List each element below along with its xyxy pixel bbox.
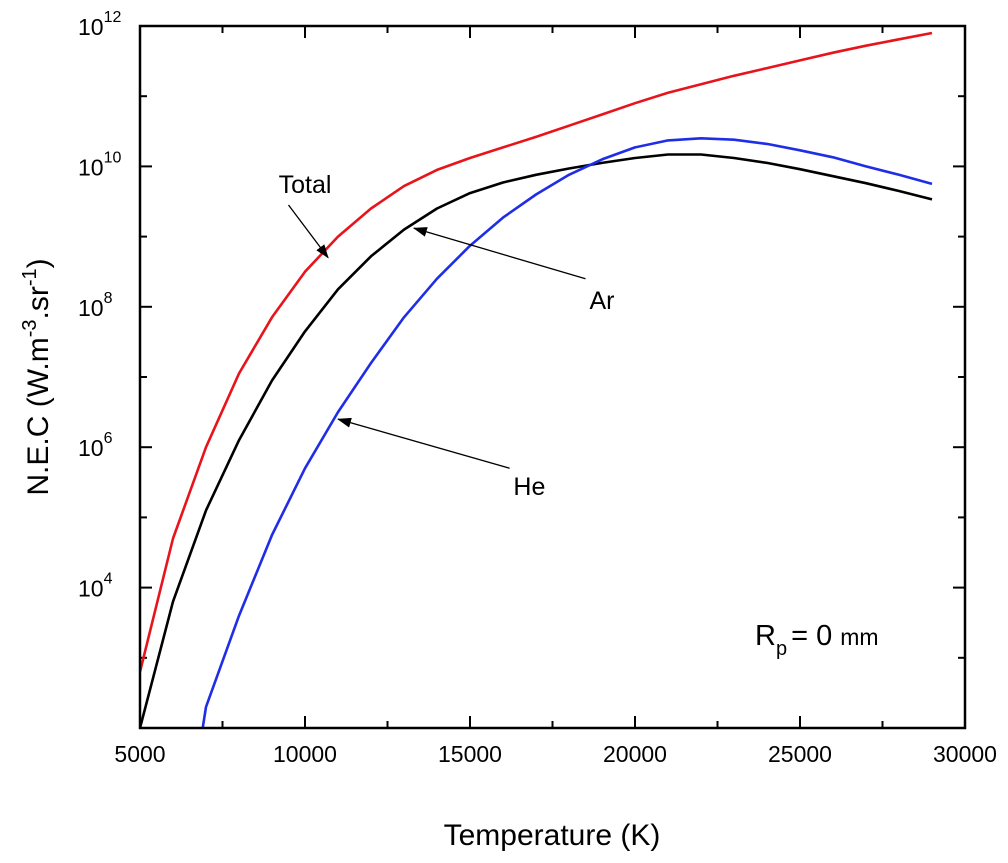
y-tick-label: 1010 [78,149,121,180]
series-line-total [140,31,933,673]
x-tick-label: 20000 [603,741,667,767]
y-tick-base: 10 [78,435,104,461]
y-tick-exponent: 6 [104,430,113,447]
x-tick-label: 25000 [768,741,832,767]
y-tick-exponent: 10 [104,149,122,166]
y-tick-label: 108 [78,290,113,321]
series-line-ar [140,153,933,728]
rp-annotation: Rp = 0 mm [755,620,879,660]
annotations: Total Ar He [279,171,615,501]
x-tick-label: 30000 [933,741,997,767]
y-tick-base: 10 [78,154,104,180]
y-axis-title-exp2: -1 [19,268,41,286]
y-axis-title-main: N.E.C (W.m [22,337,55,495]
y-axis-title-end: ) [22,258,55,268]
y-tick-label: 106 [78,430,113,461]
x-tick-labels: 5000 10000 15000 20000 25000 30000 [114,741,997,767]
rp-sub: p [776,638,787,660]
y-tick-label: 1012 [78,9,121,40]
y-tick-exponent: 8 [104,290,113,307]
x-axis-title: Temperature (K) [444,819,661,852]
annotation-label-ar: Ar [590,287,615,315]
y-tick-exponent: 12 [104,9,122,26]
rp-value: = 0 [791,620,832,652]
annotation-label-he: He [513,473,545,501]
plot-frame [138,24,967,730]
y-axis-title-mid: .sr [22,286,55,319]
rp-main: R [755,620,776,652]
annotation-arrow-ar [412,227,586,280]
annotation-label-total: Total [279,171,332,199]
y-tick-exponent: 4 [104,571,113,588]
rp-unit: mm [840,624,878,650]
x-tick-label: 15000 [438,741,502,767]
y-tick-base: 10 [78,576,104,602]
y-tick-base: 10 [78,295,104,321]
y-axis-title-exp1: -3 [19,320,41,338]
annotation-arrow-total [287,204,329,259]
y-axis-title: N.E.C (W.m-3.sr-1) [19,258,55,495]
y-tick-base: 10 [78,14,104,40]
x-tick-label: 5000 [114,741,165,767]
series-line-he [201,137,933,728]
series-layer [140,31,933,728]
x-tick-label: 10000 [273,741,337,767]
y-tick-label: 104 [78,571,113,602]
annotation-arrow-he [337,417,510,469]
